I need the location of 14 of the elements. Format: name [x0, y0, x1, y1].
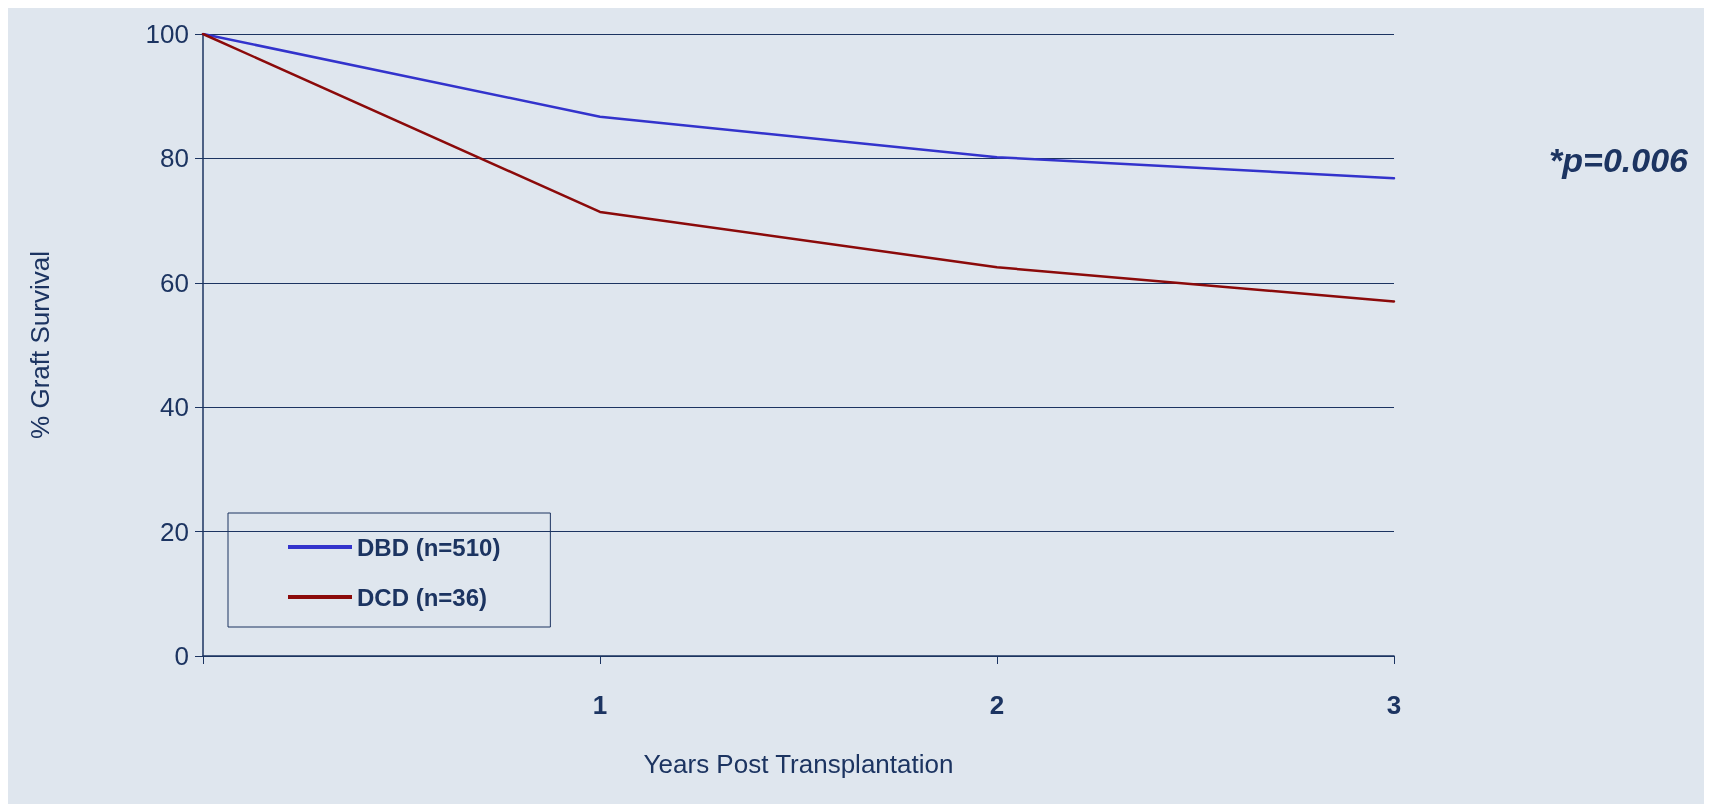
x-tick-label: 1 — [592, 690, 608, 720]
y-tick-label: 80 — [160, 143, 189, 174]
text: *p=0.006 — [1549, 141, 1690, 179]
x-tick-label: 3 — [1386, 690, 1402, 720]
y-axis-title: % Graft Survival — [25, 251, 55, 439]
y-tick-label: 0 — [174, 641, 189, 671]
y-tick-label: 40 — [160, 392, 189, 423]
x-axis-title: Years Post Transplantation — [643, 749, 954, 779]
y-tick-label: 20 — [160, 516, 189, 547]
y-tick-label: 100 — [145, 19, 189, 49]
legend-label: DBD (n=510) — [357, 533, 501, 561]
legend-label: DCD (n=36) — [357, 583, 488, 611]
x-tick-label: 2 — [989, 690, 1005, 720]
y-tick-label: 60 — [160, 267, 189, 298]
